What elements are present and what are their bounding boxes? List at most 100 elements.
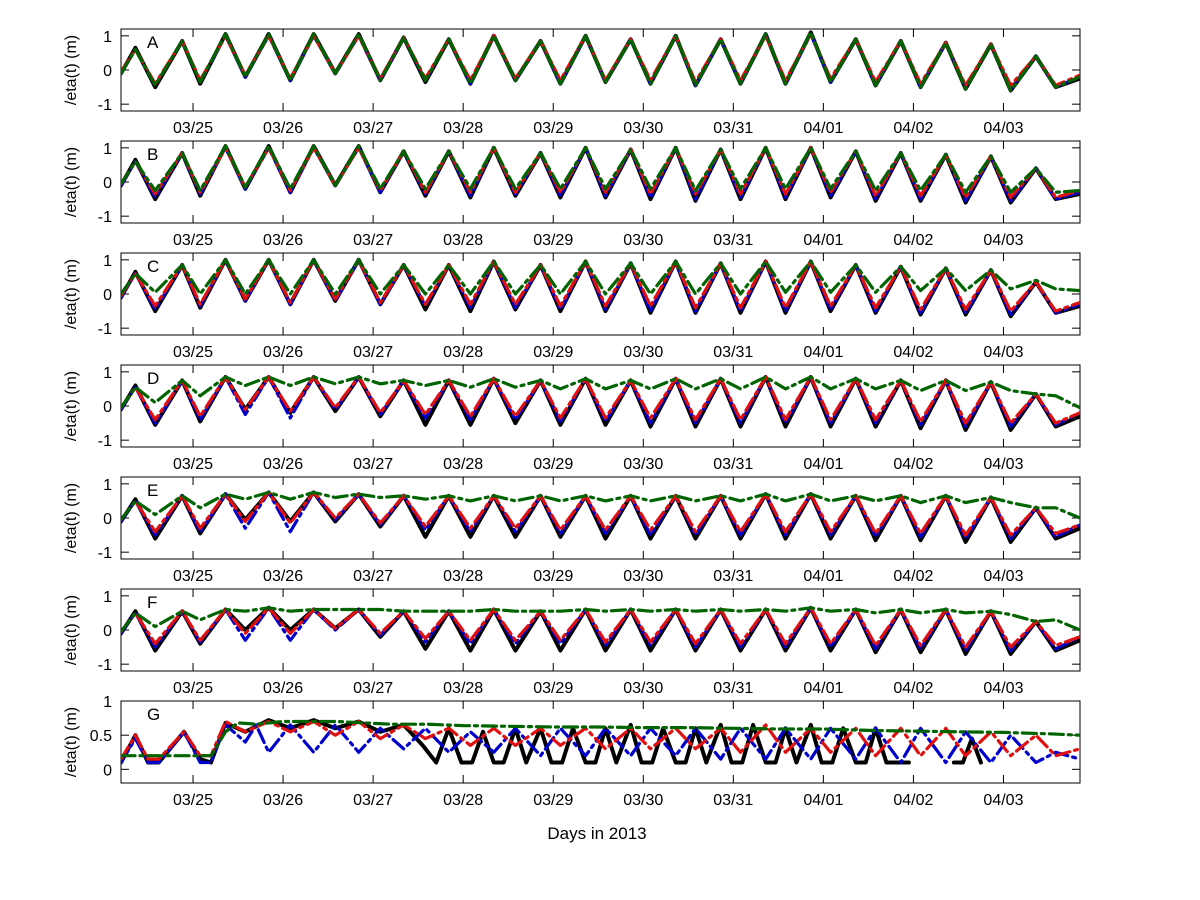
y-axis-label: /eta(t) (m): [63, 147, 80, 217]
panel-label: E: [147, 481, 158, 500]
x-tick-label: 03/27: [353, 680, 393, 697]
x-tick-label: 03/25: [173, 680, 213, 697]
series-line-4: [121, 719, 1080, 758]
x-tick-label: 03/26: [263, 792, 303, 809]
y-tick-label: 0: [103, 623, 112, 640]
x-tick-label: 03/28: [443, 792, 483, 809]
series-group: [121, 375, 1080, 432]
x-tick-label: 04/01: [803, 344, 843, 361]
y-axis-label: /eta(t) (m): [63, 483, 80, 553]
y-axis-label: /eta(t) (m): [63, 595, 80, 665]
x-tick-label: 03/28: [443, 568, 483, 585]
x-tick-label: 04/02: [893, 344, 933, 361]
y-tick-label: -1: [98, 209, 112, 226]
series-line-4: [121, 375, 1080, 410]
panel-d: -1 0 1 03/25 03/26 03/27 03/28 03/29 03/30 03/31 0…: [63, 364, 1081, 473]
x-tick-label: 03/30: [623, 568, 663, 585]
x-tick-label: 03/27: [353, 456, 393, 473]
series-group: [121, 718, 1080, 765]
series-line-4: [121, 490, 1080, 522]
y-tick-label: 1: [103, 253, 112, 270]
x-tick-label: 04/03: [983, 456, 1023, 473]
x-tick-label: 03/27: [353, 344, 393, 361]
x-tick-label: 03/26: [263, 680, 303, 697]
x-tick-label: 03/26: [263, 120, 303, 137]
plot-frame: [120, 700, 1081, 784]
y-tick-label: 0: [103, 63, 112, 80]
x-tick-label: 03/31: [713, 680, 753, 697]
x-tick-label: 03/29: [533, 792, 573, 809]
x-tick-label: 04/03: [983, 232, 1023, 249]
panel-a: -1 0 1 03/25 03/26 03/27 03/28 03/29 03/30 03/31 0…: [63, 28, 1081, 137]
x-tick-label: 04/02: [893, 792, 933, 809]
y-tick-label: 0: [103, 511, 112, 528]
y-tick-label: 0: [103, 762, 112, 779]
x-tick-label: 03/29: [533, 232, 573, 249]
panel-g: 0 0.5 1 03/25 03/26 03/27 03/28 03/29 03/30 03/31…: [63, 694, 1081, 809]
x-tick-label: 03/29: [533, 344, 573, 361]
x-tick-label: 03/30: [623, 456, 663, 473]
x-tick-label: 03/26: [263, 568, 303, 585]
y-tick-label: 1: [103, 477, 112, 494]
series-group: [121, 30, 1080, 93]
x-tick-label: 04/01: [803, 792, 843, 809]
y-tick-label: -1: [98, 97, 112, 114]
x-tick-label: 03/26: [263, 344, 303, 361]
x-tick-label: 03/28: [443, 344, 483, 361]
x-tick-label: 03/25: [173, 344, 213, 361]
series-line-4: [121, 606, 1080, 634]
x-tick-label: 04/01: [803, 120, 843, 137]
x-tick-label: 03/27: [353, 568, 393, 585]
y-tick-label: 1: [103, 694, 112, 711]
panel-label: D: [147, 369, 159, 388]
y-axis-label: /eta(t) (m): [63, 371, 80, 441]
x-tick-label: 03/27: [353, 232, 393, 249]
y-tick-label: 0.5: [90, 728, 112, 745]
x-tick-label: 04/01: [803, 568, 843, 585]
x-tick-label: 03/26: [263, 232, 303, 249]
x-tick-label: 03/25: [173, 120, 213, 137]
panel-label: G: [147, 705, 160, 724]
plot-frame: [120, 476, 1081, 560]
x-tick-label: 04/01: [803, 680, 843, 697]
x-tick-label: 04/02: [893, 456, 933, 473]
x-tick-label: 03/25: [173, 568, 213, 585]
x-tick-label: 03/30: [623, 344, 663, 361]
y-tick-label: 0: [103, 399, 112, 416]
x-tick-label: 03/25: [173, 456, 213, 473]
panel-f: -1 0 1 03/25 03/26 03/27 03/28 03/29 03/30 03/31 0…: [63, 588, 1081, 697]
y-axis-label: /eta(t) (m): [63, 259, 80, 329]
x-tick-label: 04/02: [893, 680, 933, 697]
plot-frame: [120, 588, 1081, 672]
y-axis-label: /eta(t) (m): [63, 35, 80, 105]
x-tick-label: 03/28: [443, 456, 483, 473]
x-tick-label: 04/03: [983, 344, 1023, 361]
x-tick-label: 04/02: [893, 232, 933, 249]
y-tick-label: -1: [98, 545, 112, 562]
series-line-4: [121, 30, 1080, 93]
y-tick-label: 1: [103, 589, 112, 606]
panel-label: F: [147, 593, 157, 612]
x-tick-label: 04/02: [893, 120, 933, 137]
x-tick-label: 04/03: [983, 568, 1023, 585]
series-group: [121, 144, 1080, 205]
series-line-3: [121, 490, 1080, 537]
y-tick-label: 0: [103, 287, 112, 304]
x-tick-label: 04/03: [983, 792, 1023, 809]
series-line-4: [121, 258, 1080, 296]
x-tick-label: 03/30: [623, 680, 663, 697]
series-line-2: [121, 723, 1080, 765]
x-tick-label: 03/29: [533, 120, 573, 137]
panel-label: B: [147, 145, 158, 164]
x-tick-label: 03/31: [713, 792, 753, 809]
x-tick-label: 03/28: [443, 232, 483, 249]
x-tick-label: 03/30: [623, 232, 663, 249]
y-tick-label: 1: [103, 29, 112, 46]
x-tick-label: 03/31: [713, 568, 753, 585]
y-axis-label: /eta(t) (m): [63, 707, 80, 777]
y-tick-label: 1: [103, 141, 112, 158]
x-tick-label: 03/31: [713, 344, 753, 361]
panel-label: A: [147, 33, 159, 52]
series-line-3: [121, 375, 1080, 425]
